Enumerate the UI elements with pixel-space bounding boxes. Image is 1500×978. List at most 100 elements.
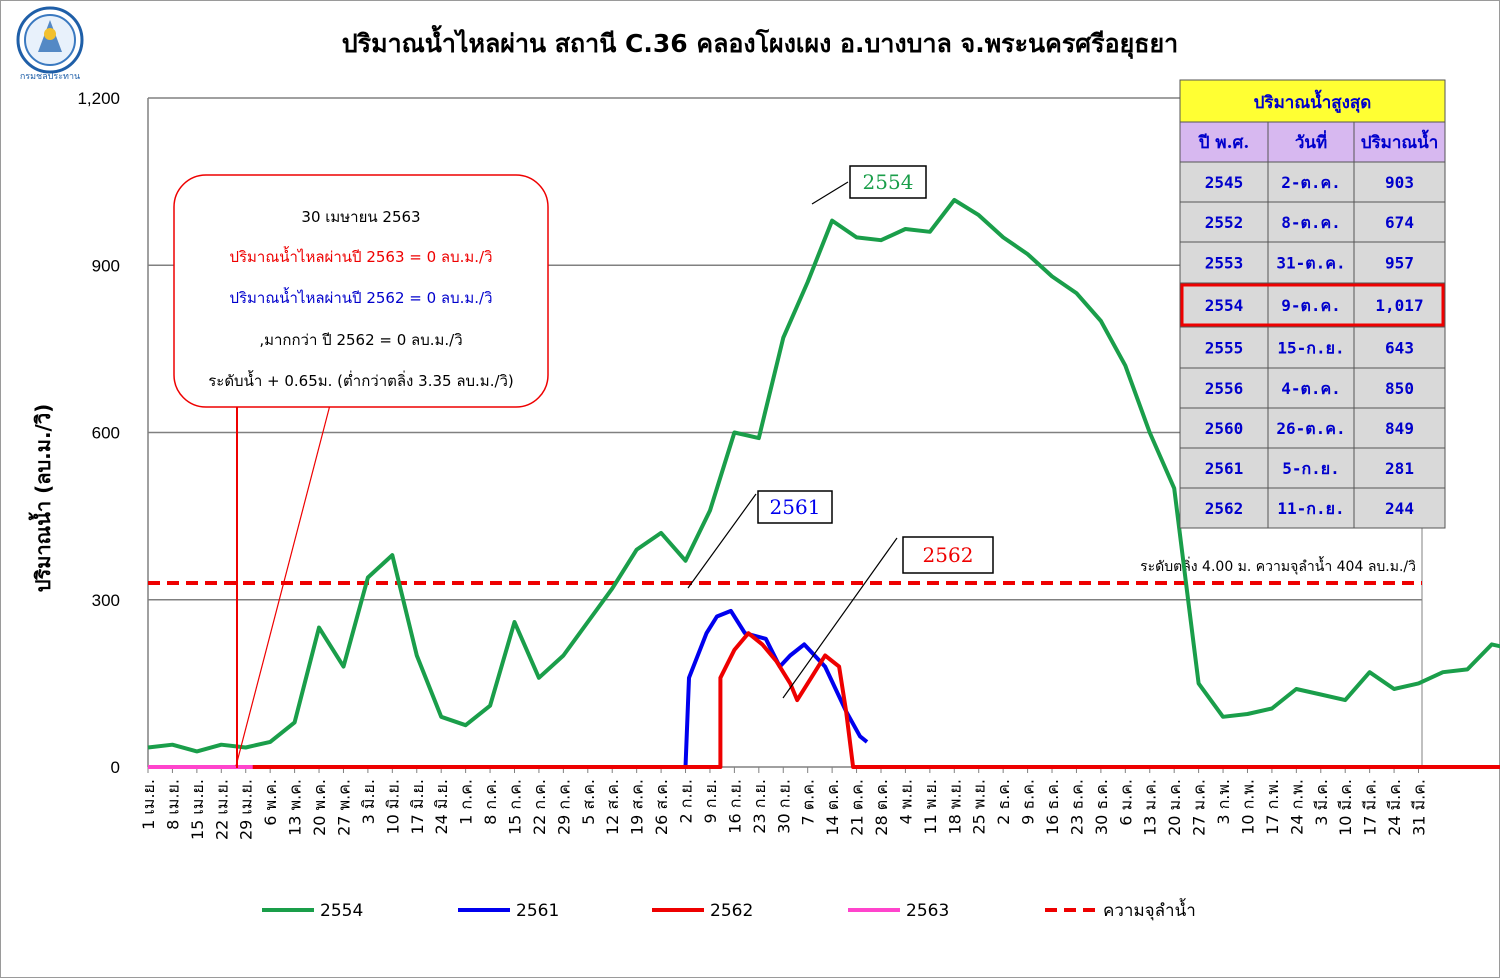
x-tick-label: 21 ต.ค. xyxy=(848,779,867,836)
max-table-value: 2561 xyxy=(1205,459,1244,478)
x-tick-label: 27 ม.ค. xyxy=(1190,779,1209,836)
y-tick-label: 0 xyxy=(111,758,120,777)
max-table-cell xyxy=(1179,367,1269,409)
callout-line: 30 เมษายน 2563 xyxy=(301,208,420,226)
x-tick-label: 17 มิ.ย. xyxy=(408,779,427,835)
x-tick-label: 3 มิ.ย. xyxy=(359,779,378,824)
x-tick-label: 16 ธ.ค. xyxy=(1043,779,1062,835)
logo: กรมชลประทาน xyxy=(16,6,84,82)
x-tick-label: 15 ก.ค. xyxy=(505,779,524,835)
series-label-2561: 2561 xyxy=(770,495,821,519)
x-tick-label: 2 ก.ย. xyxy=(677,779,696,824)
series-line-2554 xyxy=(147,198,1500,754)
x-tick-label: 3 ก.พ. xyxy=(1214,779,1233,825)
series-label-box xyxy=(849,165,927,199)
max-table-value: 2556 xyxy=(1205,379,1244,398)
callout-line: ระดับน้ำ + 0.65ม. (ต่ำกว่าตลิ่ง 3.35 ลบ.… xyxy=(208,370,514,390)
x-tick-label: 23 ธ.ค. xyxy=(1067,779,1086,835)
x-tick-label: 1 ก.ค. xyxy=(457,779,476,825)
max-table-value: 9-ต.ค. xyxy=(1281,296,1341,315)
x-tick-label: 26 ส.ค. xyxy=(652,779,671,835)
x-tick-label: 8 เม.ย. xyxy=(163,779,182,830)
max-table-value: 849 xyxy=(1385,419,1414,438)
max-table-value: 2554 xyxy=(1205,296,1244,315)
max-table-cell xyxy=(1267,487,1355,529)
x-tick-label: 3 มี.ค. xyxy=(1312,779,1331,826)
callout-line: ,มากกว่า ปี 2562 = 0 ลบ.ม./วิ xyxy=(259,331,462,349)
x-tick-label: 6 พ.ค. xyxy=(261,779,280,826)
max-table-value: 8-ต.ค. xyxy=(1281,213,1341,232)
legend-label: 2562 xyxy=(710,901,753,921)
x-tick-label: 29 เม.ย. xyxy=(237,779,256,840)
max-table-value: 11-ก.ย. xyxy=(1277,499,1344,518)
series-line-2562 xyxy=(148,631,1500,769)
max-table-value: 2555 xyxy=(1205,339,1244,358)
max-table-cell xyxy=(1267,201,1355,243)
x-tick-label: 24 มิ.ย. xyxy=(432,779,451,835)
x-tick-label: 20 พ.ค. xyxy=(310,779,329,836)
series-label-box xyxy=(757,490,833,524)
max-table-title: ปริมาณน้ำสูงสุด xyxy=(1254,89,1372,114)
max-table-cell xyxy=(1179,447,1269,489)
x-tick-label: 30 ธ.ค. xyxy=(1092,779,1111,835)
x-tick-label: 8 ก.ค. xyxy=(481,779,500,825)
max-table-cell xyxy=(1179,161,1269,203)
max-table-cell xyxy=(1179,241,1269,284)
max-table-cell xyxy=(1179,407,1269,449)
x-tick-label: 24 ก.พ. xyxy=(1287,779,1306,835)
max-table-cell xyxy=(1267,282,1355,328)
series-lines xyxy=(147,198,1500,769)
max-table-value: 2-ต.ค. xyxy=(1281,173,1341,192)
critical-line-label: ระดับตลิ่ง 4.00 ม. ความจุลำน้ำ 404 ลบ.ม.… xyxy=(1140,556,1416,575)
x-tick-label: 5 ส.ค. xyxy=(579,779,598,825)
max-table-cell xyxy=(1353,487,1446,529)
max-table-cell xyxy=(1267,326,1355,369)
max-table-value: 643 xyxy=(1385,339,1414,358)
max-table-cell xyxy=(1179,487,1269,529)
max-table-cell xyxy=(1353,407,1446,449)
max-table-cell xyxy=(1179,282,1269,328)
callout: 30 เมษายน 2563 ปริมาณน้ำไหลผ่านปี 2563 = … xyxy=(173,174,549,768)
x-tick-label: 13 พ.ค. xyxy=(286,779,305,836)
y-tick-label: 900 xyxy=(92,256,120,275)
max-table-value: 15-ก.ย. xyxy=(1277,339,1344,358)
y-axis-label: ปริมาณน้ำ (ลบ.ม./วิ) xyxy=(28,404,55,592)
x-tick-label: 19 ส.ค. xyxy=(628,779,647,835)
legend-label: ความจุลำน้ำ xyxy=(1103,898,1196,921)
x-tick-label: 25 พ.ย. xyxy=(970,779,989,835)
max-table-value: 850 xyxy=(1385,379,1414,398)
series-label-boxes: 2554 2561 2562 xyxy=(687,165,994,699)
max-table-cell xyxy=(1353,326,1446,369)
series-label-leader xyxy=(782,537,898,699)
x-tick-label: 31 มี.ค. xyxy=(1410,779,1429,836)
x-tick-label: 17 ก.พ. xyxy=(1263,779,1282,835)
max-table-cell xyxy=(1267,161,1355,203)
max-table-cell xyxy=(1267,447,1355,489)
logo-caption: กรมชลประทาน xyxy=(20,72,80,82)
x-tick-label: 14 ต.ค. xyxy=(823,779,842,836)
max-table-value: 2553 xyxy=(1205,254,1244,273)
legend-label: 2554 xyxy=(320,901,363,921)
x-tick-label: 7 ต.ค. xyxy=(799,779,818,826)
max-table-header-cell xyxy=(1353,121,1446,163)
max-table-cell xyxy=(1267,241,1355,284)
max-table-cell xyxy=(1353,201,1446,243)
max-table-value: 957 xyxy=(1385,254,1414,273)
callout-pointer-a xyxy=(236,405,238,768)
legend: 2554 2561 2562 2563 ความจุลำน้ำ xyxy=(262,898,1196,921)
x-tick-label: 13 ม.ค. xyxy=(1141,779,1160,836)
legend-label: 2563 xyxy=(906,901,949,921)
max-table-highlight xyxy=(1180,283,1445,327)
max-table-value: 903 xyxy=(1385,173,1414,192)
x-tick-label: 23 ก.ย. xyxy=(750,779,769,834)
x-tick-label: 17 มี.ค. xyxy=(1361,779,1380,836)
max-table-value: 674 xyxy=(1385,213,1414,232)
x-tick-label: 18 พ.ย. xyxy=(945,779,964,835)
series-label-box xyxy=(902,536,994,574)
max-table-value: 2545 xyxy=(1205,173,1244,192)
series-label-2554: 2554 xyxy=(863,170,914,194)
x-tick-label: 10 มิ.ย. xyxy=(383,779,402,835)
x-tick-label: 2 ธ.ค. xyxy=(994,779,1013,825)
max-table-value: 4-ต.ค. xyxy=(1281,379,1341,398)
